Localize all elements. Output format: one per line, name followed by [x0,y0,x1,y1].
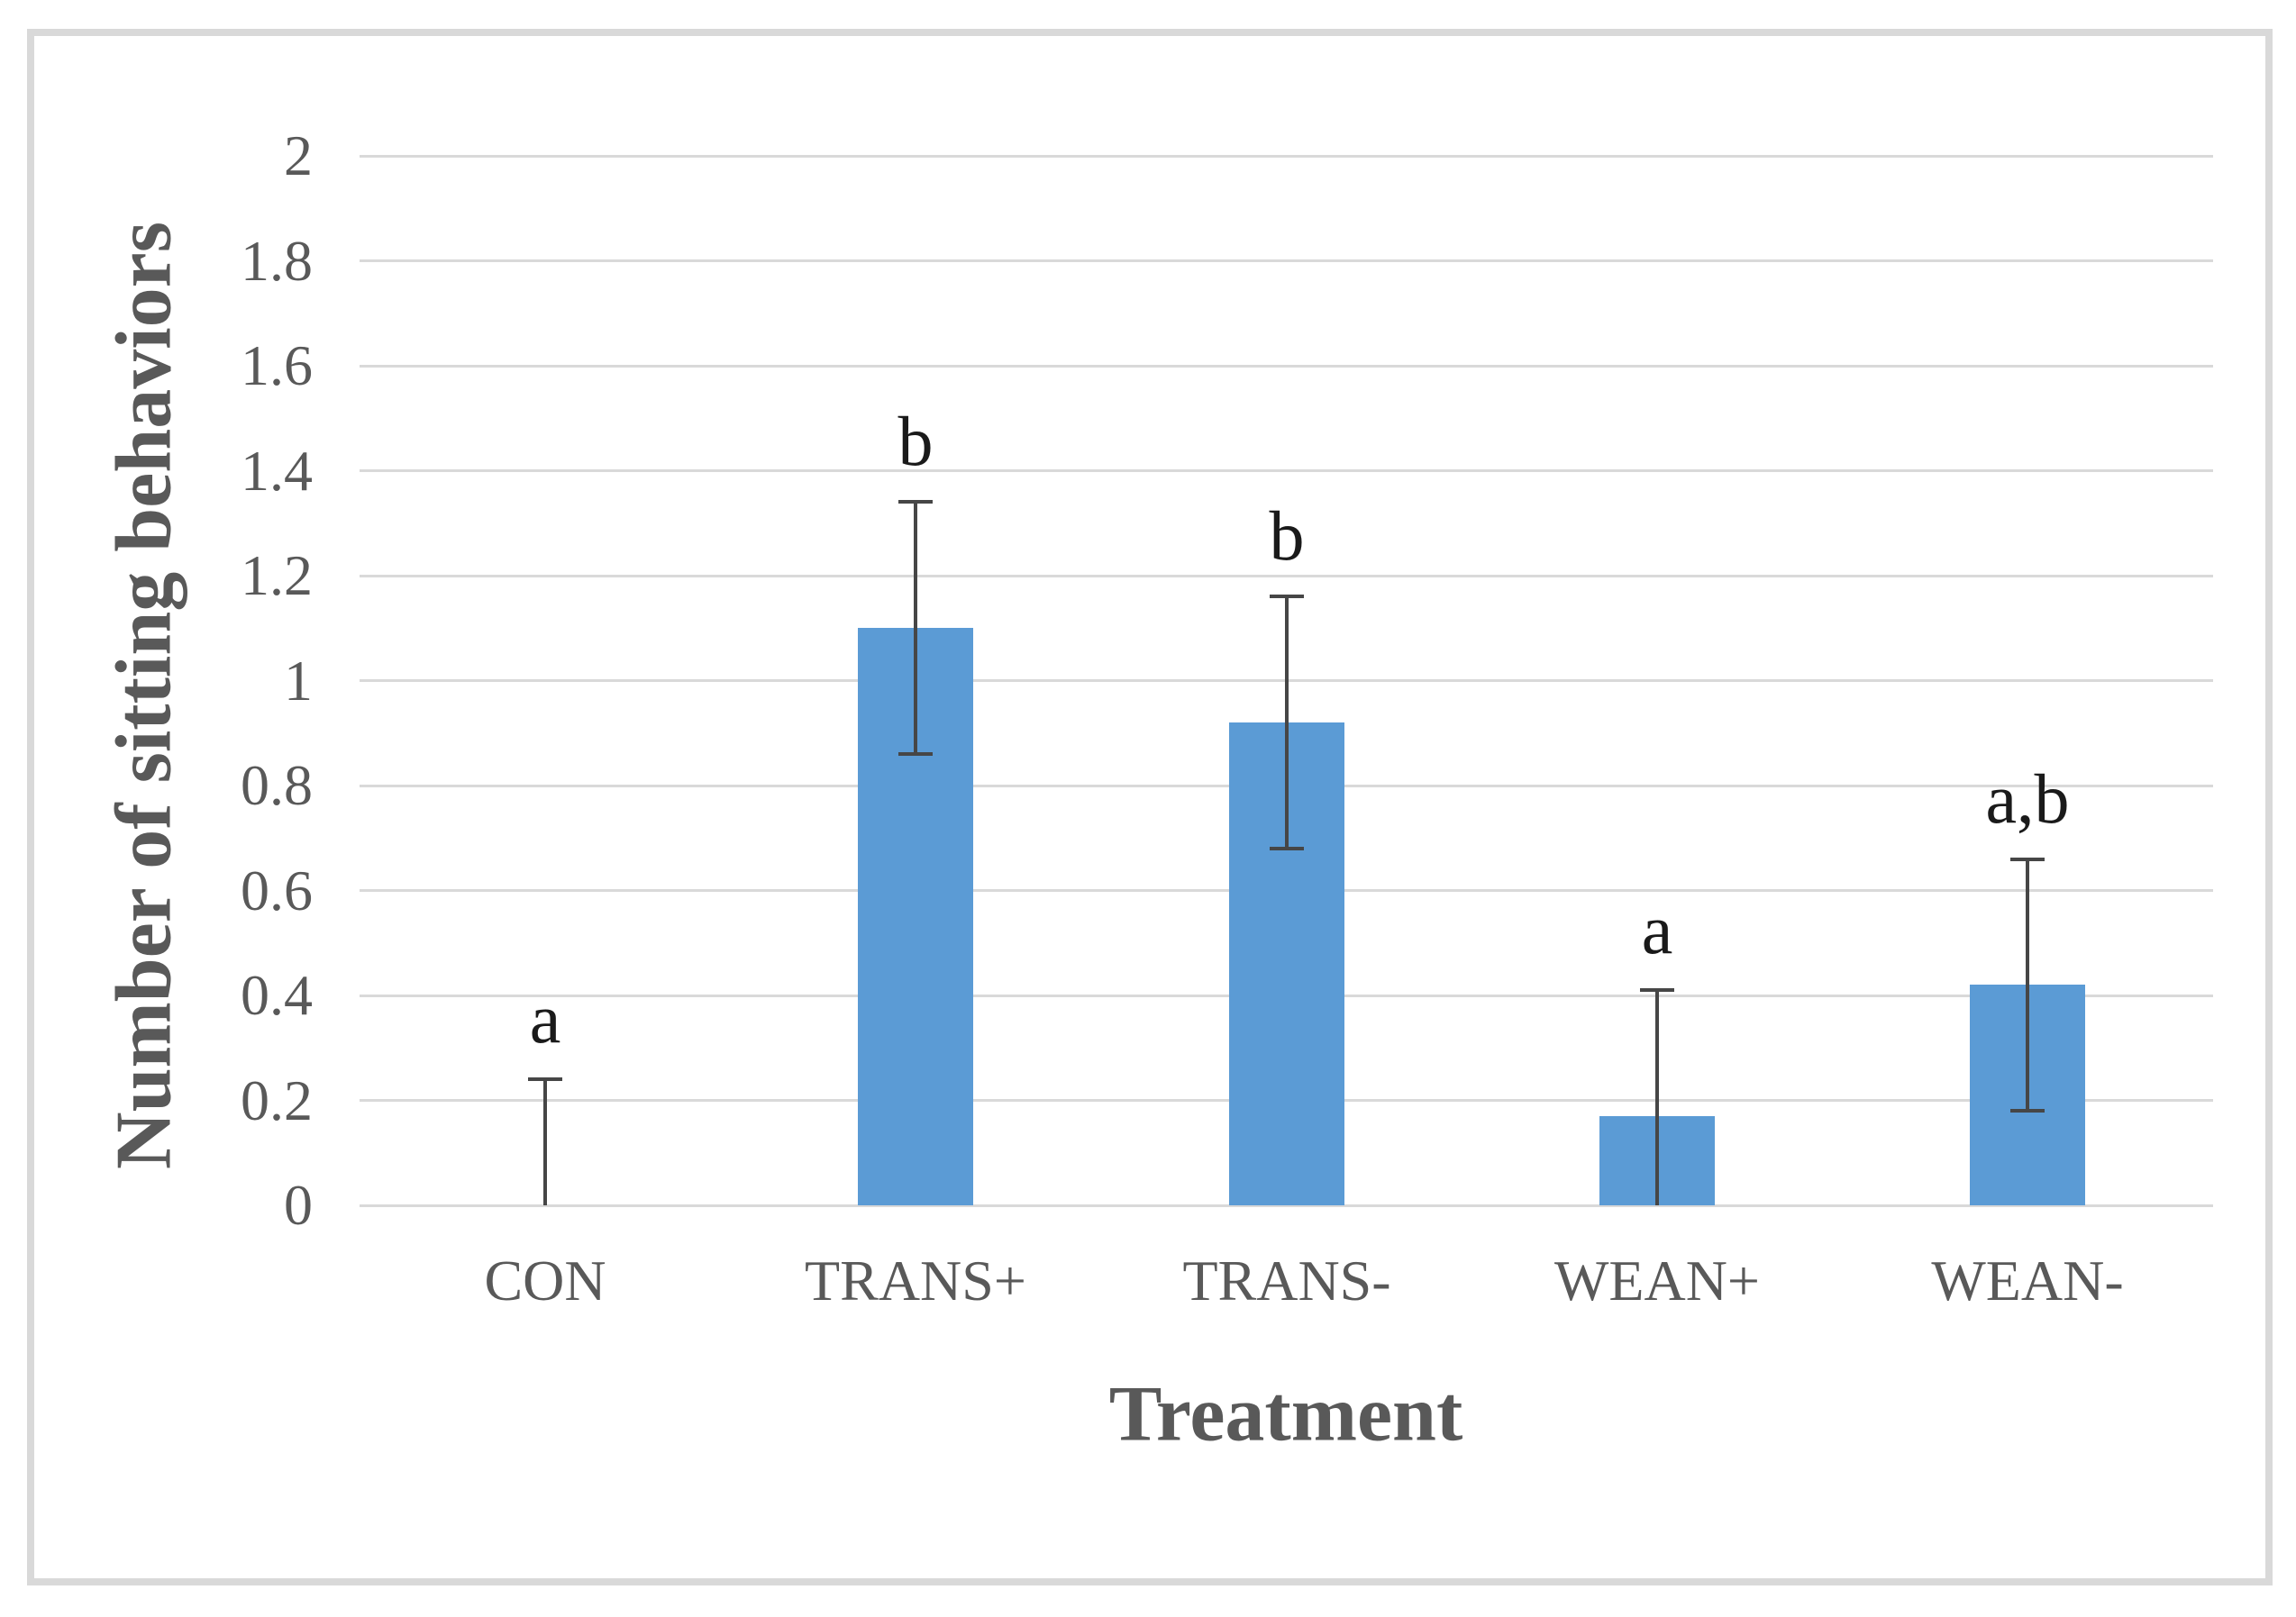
error-whisker [1285,596,1289,849]
error-whisker [914,502,917,754]
error-cap-top [1270,595,1304,598]
y-gridline [360,575,2213,577]
significance-letter: a [529,979,561,1058]
y-tick-label: 1.6 [241,333,313,397]
significance-letter: a,b [1985,759,2070,838]
x-tick-label: TRANS+ [805,1249,1026,1313]
error-whisker [543,1079,547,1205]
chart-frame [27,29,2273,1585]
error-cap-bottom [898,752,933,756]
error-whisker [2026,859,2029,1112]
significance-letter: a [1641,890,1673,968]
y-tick-label: 1 [284,649,313,713]
error-cap-top [528,1077,562,1081]
error-whisker [1655,990,1659,1205]
x-axis-title: Treatment [1108,1370,1463,1458]
significance-letter: b [897,402,934,480]
x-tick-label: CON [484,1249,606,1313]
y-tick-label: 0.6 [241,858,313,922]
y-tick-label: 1.8 [241,229,313,293]
y-tick-label: 0 [284,1173,313,1237]
y-gridline [360,365,2213,368]
error-cap-bottom [2010,1109,2045,1113]
x-tick-label: TRANS- [1182,1249,1391,1313]
x-tick-label: WEAN+ [1553,1249,1761,1313]
y-tick-label: 2 [284,123,313,187]
error-cap-top [1640,988,1674,992]
y-tick-label: 0.2 [241,1068,313,1132]
significance-letter: b [1269,496,1305,575]
y-tick-label: 0.4 [241,963,313,1027]
y-gridline [360,1204,2213,1207]
y-gridline [360,259,2213,262]
y-gridline [360,155,2213,158]
error-cap-bottom [1270,847,1304,850]
y-tick-label: 0.8 [241,753,313,817]
error-cap-top [2010,858,2045,861]
y-tick-label: 1.2 [241,543,313,607]
y-tick-label: 1.4 [241,439,313,503]
x-tick-label: WEAN- [1931,1249,2124,1313]
y-gridline [360,469,2213,472]
error-cap-top [898,500,933,504]
